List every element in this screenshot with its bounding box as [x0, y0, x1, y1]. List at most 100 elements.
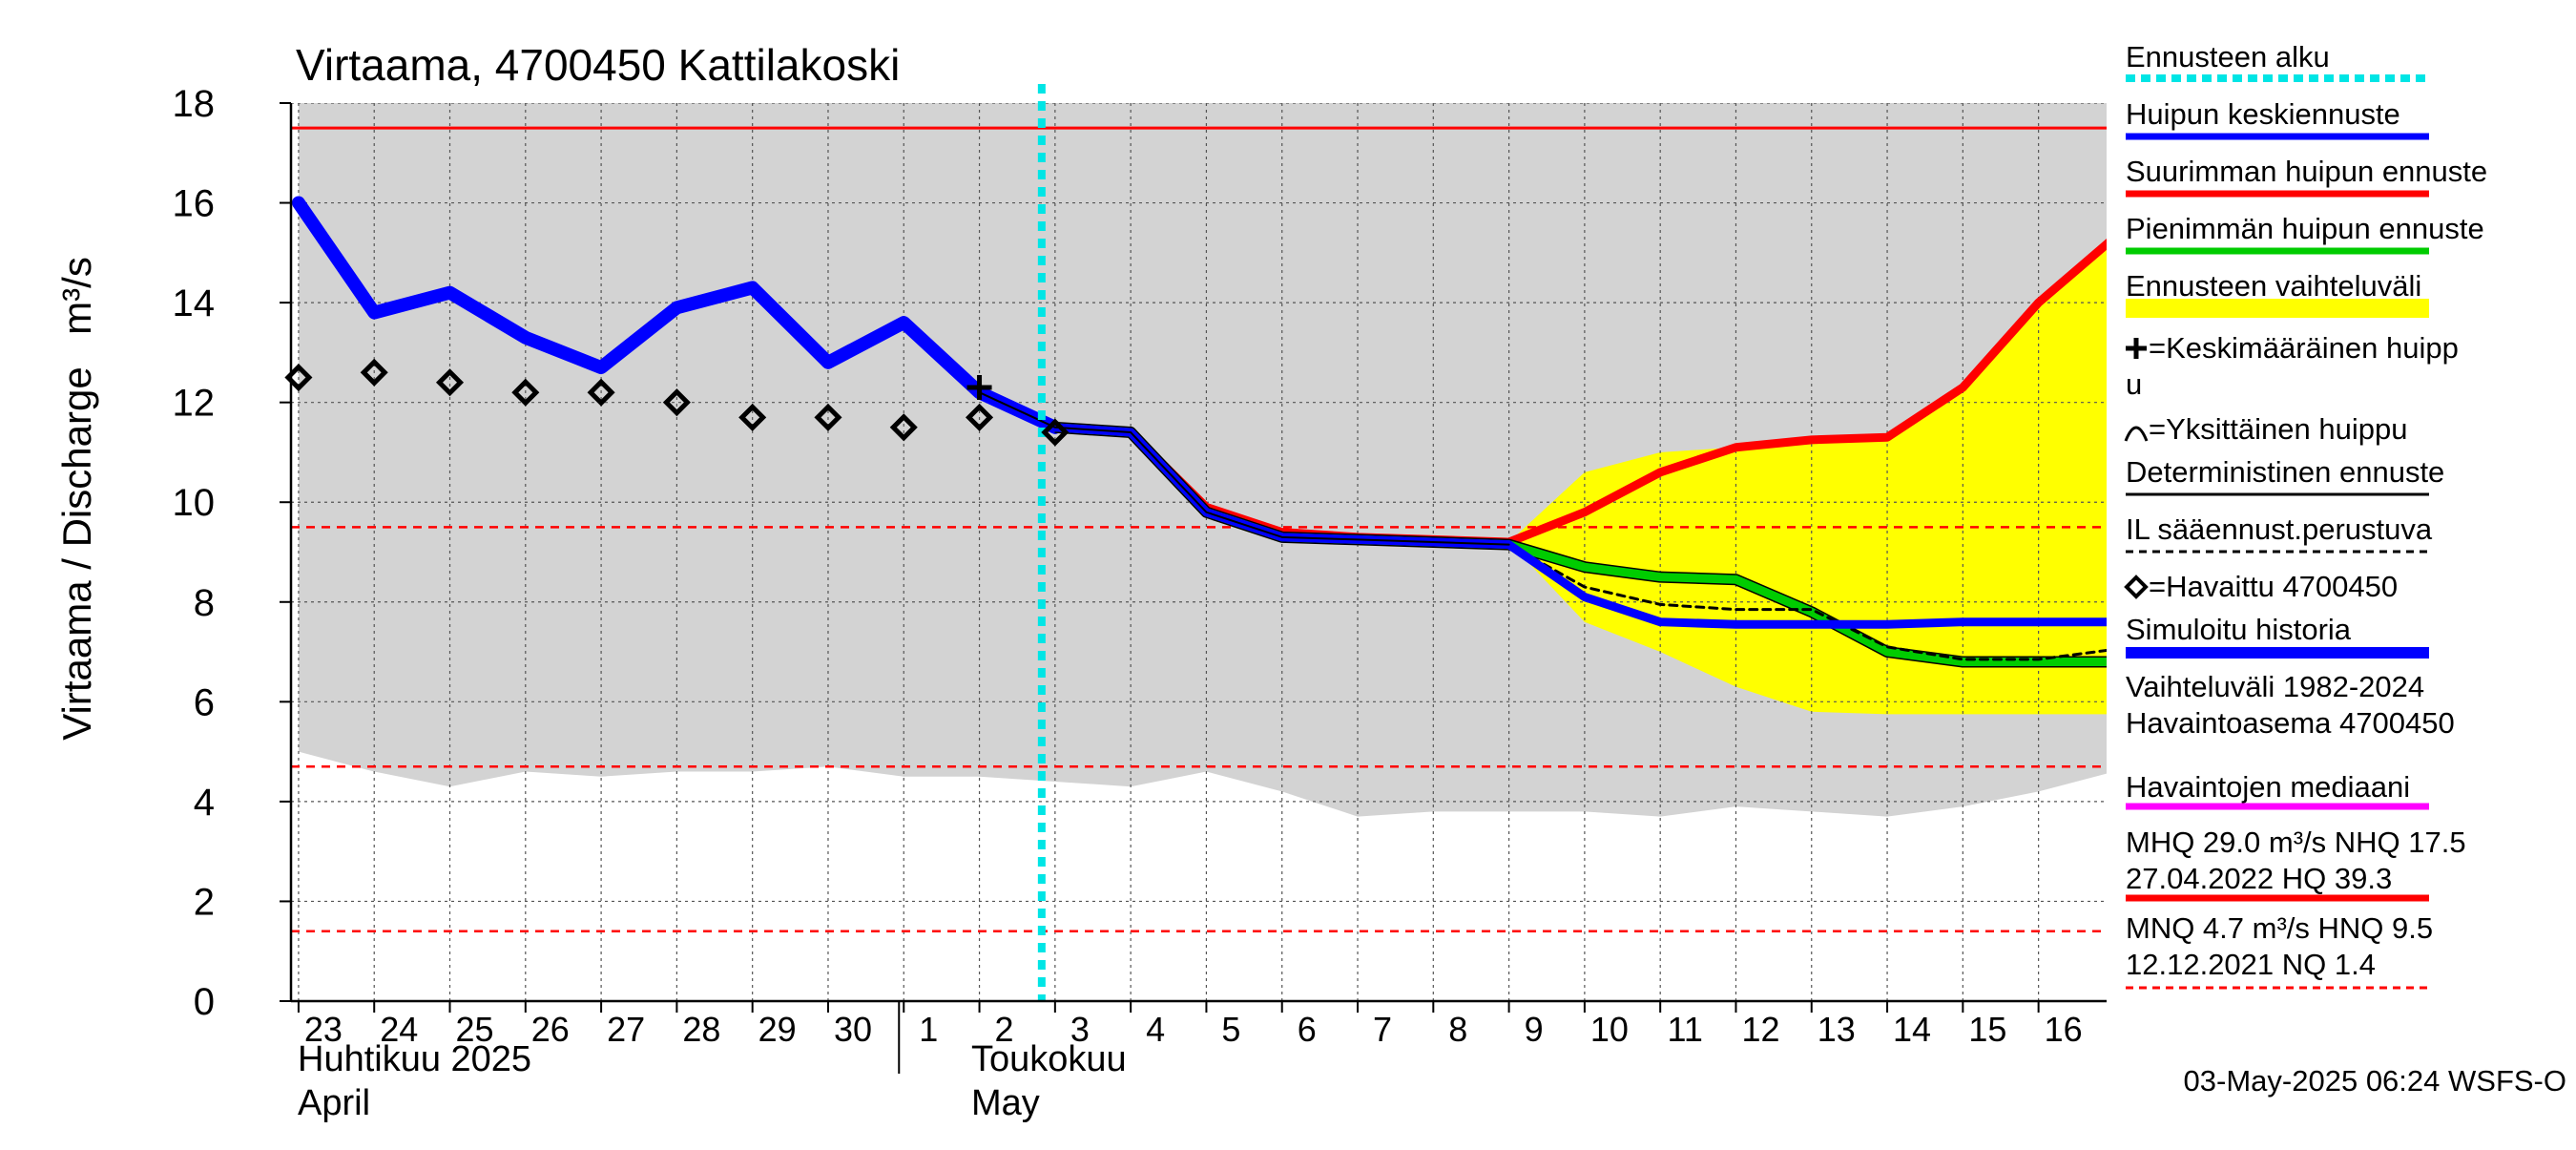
y-tick-label-2: 4 [194, 782, 215, 824]
month-label-en-0: April [298, 1083, 370, 1123]
legend-label-0: Ennusteen alku [2126, 40, 2330, 73]
y-tick-label-9: 18 [173, 83, 216, 125]
legend-item-10: Simuloitu historia [2126, 613, 2429, 659]
footer-timestamp: 03-May-2025 06:24 WSFS-O [2184, 1064, 2566, 1098]
x-tick-label-14: 7 [1373, 1010, 1392, 1049]
observed-point-9 [966, 403, 994, 431]
legend-item-0: Ennusteen alku [2126, 40, 2429, 82]
legend-label-2: Suurimman huipun ennuste [2126, 155, 2487, 188]
legend-item-3: Pienimmän huipun ennuste [2126, 212, 2484, 255]
legend-label-3: Pienimmän huipun ennuste [2126, 212, 2484, 245]
y-tick-label-5: 10 [173, 482, 216, 524]
x-tick-label-19: 12 [1741, 1010, 1779, 1049]
x-tick-label-15: 8 [1448, 1010, 1467, 1049]
x-tick-label-16: 9 [1525, 1010, 1544, 1049]
x-tick-label-7: 30 [834, 1010, 872, 1049]
legend-item-9: =Havaittu 4700450 [2124, 570, 2398, 603]
legend-label-10: Simuloitu historia [2126, 613, 2352, 646]
x-tick-label-0: 23 [304, 1010, 343, 1049]
legend-item-12: Havaintojen mediaani [2126, 770, 2429, 810]
legend-swatch-4 [2126, 299, 2429, 318]
observed-point-5 [662, 388, 691, 417]
x-tick-label-17: 10 [1590, 1010, 1629, 1049]
legend-item-11: Vaihteluväli 1982-2024 Havaintoasema 470… [2126, 670, 2455, 740]
chart-title: Virtaama, 4700450 Kattilakoski [296, 40, 900, 90]
x-tick-label-1: 24 [380, 1010, 418, 1049]
x-tick-label-4: 27 [607, 1010, 645, 1049]
legend-item-1: Huipun keskiennuste [2126, 97, 2429, 140]
legend-label-5: =Keskimääräinen huipp [2149, 331, 2459, 365]
x-tick-label-20: 13 [1818, 1010, 1856, 1049]
observed-point-2 [435, 368, 465, 397]
legend-label2-14: 12.12.2021 NQ 1.4 [2126, 948, 2376, 981]
legend-label-14: MNQ 4.7 m³/s HNQ 9.5 [2126, 911, 2433, 945]
x-tick-label-2: 25 [455, 1010, 493, 1049]
y-tick-label-8: 16 [173, 183, 216, 225]
x-tick-label-6: 29 [758, 1010, 797, 1049]
observed-point-10 [1041, 418, 1070, 447]
month-label-fi-0: Huhtikuu 2025 [298, 1039, 531, 1079]
observed-point-3 [511, 378, 540, 407]
legend-item-6: =Yksittäinen huippu [2124, 412, 2407, 446]
y-label-group: Virtaama / Discharge m³/s [54, 257, 99, 741]
legend-item-7: Deterministinen ennuste [2126, 455, 2444, 496]
x-tick-label-3: 26 [531, 1010, 570, 1049]
legend-plus-icon [2126, 338, 2147, 359]
legend-label-13: MHQ 29.0 m³/s NHQ 17.5 [2126, 826, 2466, 859]
legend-item-8: IL sääennust.perustuva [2126, 512, 2433, 554]
series-line-5 [978, 391, 1510, 546]
legend-arc-icon [2124, 426, 2149, 442]
observed-point-6 [738, 403, 767, 431]
y-tick-label-3: 6 [194, 681, 215, 723]
legend-label-11: Vaihteluväli 1982-2024 [2126, 670, 2424, 703]
observed-point-7 [814, 403, 842, 431]
x-tick-label-13: 6 [1298, 1010, 1317, 1049]
mean-peak-marker [966, 374, 992, 400]
legend-label-4: Ennusteen vaihteluväli [2126, 269, 2421, 303]
x-tick-label-5: 28 [682, 1010, 720, 1049]
legend-item-2: Suurimman huipun ennuste [2126, 155, 2487, 198]
y-axis-label: Virtaama / Discharge [54, 366, 99, 740]
legend-label-9: =Havaittu 4700450 [2149, 570, 2398, 603]
y-axis-unit: m³/s [54, 257, 99, 335]
legend-label-6: =Yksittäinen huippu [2149, 412, 2407, 446]
legend-item-14: MNQ 4.7 m³/s HNQ 9.512.12.2021 NQ 1.4 [2126, 911, 2433, 990]
series-line-3 [1507, 543, 2107, 661]
legend-item-4: Ennusteen vaihteluväli [2126, 269, 2429, 318]
observed-point-1 [360, 358, 388, 387]
legend-label-8: IL sääennust.perustuva [2126, 512, 2433, 546]
x-tick-label-21: 14 [1893, 1010, 1931, 1049]
legend-label-12: Havaintojen mediaani [2126, 770, 2410, 804]
month-label-en-1: May [971, 1083, 1040, 1123]
legend-item-13: MHQ 29.0 m³/s NHQ 17.527.04.2022 HQ 39.3 [2126, 826, 2466, 902]
legend: Ennusteen alku Huipun keskiennuste Suurimm… [2124, 40, 2487, 990]
legend-diamond-icon [2124, 575, 2149, 599]
x-tick-label-18: 11 [1667, 1010, 1702, 1049]
month-label-fi-1: Toukokuu [971, 1039, 1127, 1079]
legend-label-1: Huipun keskiennuste [2126, 97, 2400, 131]
x-tick-label-10: 3 [1070, 1010, 1090, 1049]
y-tick-label-1: 2 [194, 881, 215, 923]
plot-area [291, 103, 2107, 1001]
observed-point-8 [889, 413, 918, 442]
x-tick-label-12: 5 [1221, 1010, 1240, 1049]
legend-label2-5: u [2126, 367, 2142, 401]
legend-label-7: Deterministinen ennuste [2126, 455, 2444, 489]
legend-label2-11: Havaintoasema 4700450 [2126, 706, 2455, 740]
y-tick-label-4: 8 [194, 582, 215, 624]
x-tick-label-22: 15 [1968, 1010, 2006, 1049]
x-tick-label-8: 1 [919, 1010, 938, 1049]
x-tick-label-23: 16 [2045, 1010, 2083, 1049]
y-tick-label-0: 0 [194, 981, 215, 1023]
x-tick-label-9: 2 [995, 1010, 1014, 1049]
legend-item-5: =Keskimääräinen huippu [2126, 331, 2459, 401]
y-tick-label-6: 12 [173, 383, 216, 425]
forecast-range-band [1508, 248, 2107, 715]
y-tick-label-7: 14 [173, 282, 216, 324]
x-tick-label-11: 4 [1146, 1010, 1165, 1049]
legend-label2-13: 27.04.2022 HQ 39.3 [2126, 862, 2392, 895]
series-line-0 [291, 196, 1062, 434]
observed-point-4 [587, 378, 615, 407]
